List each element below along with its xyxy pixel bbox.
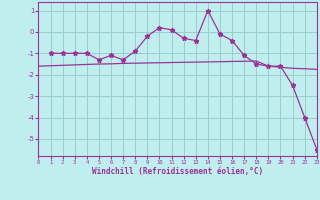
X-axis label: Windchill (Refroidissement éolien,°C): Windchill (Refroidissement éolien,°C): [92, 167, 263, 176]
